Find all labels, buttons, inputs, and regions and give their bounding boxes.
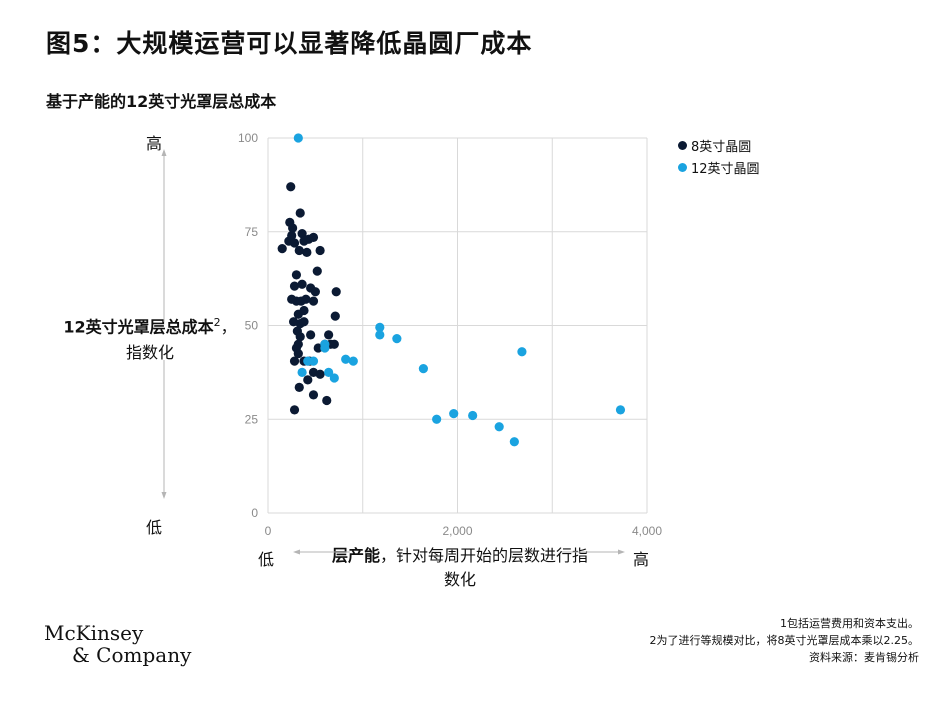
point-12inch	[468, 410, 478, 421]
point-8inch	[308, 296, 319, 306]
point-12inch	[341, 354, 351, 364]
x-axis-title-bold: 层产能	[331, 546, 380, 565]
y-axis-title-bold: 12英寸光罩层总成本	[63, 317, 214, 337]
point-8inch	[315, 245, 325, 256]
y-tick-label: 50	[245, 319, 259, 333]
point-8inch	[289, 405, 300, 415]
point-8inch	[295, 208, 305, 218]
x-axis-low-label: 低	[258, 550, 275, 569]
legend-item-8inch: 8英寸晶圆	[678, 134, 760, 156]
point-8inch	[286, 182, 296, 192]
point-12inch	[320, 343, 330, 353]
tick-labels: 0 25 50 75 100 0 2,000 4,000	[238, 131, 662, 538]
point-12inch	[375, 322, 385, 332]
legend-item-12inch: 12英寸晶圆	[678, 156, 760, 178]
point-8inch	[295, 332, 305, 342]
point-8inch	[287, 294, 297, 304]
chart-legend: 8英寸晶圆 12英寸晶圆	[678, 134, 760, 178]
point-8inch	[277, 244, 287, 254]
legend-label-12inch: 12英寸晶圆	[691, 161, 760, 177]
point-8inch	[306, 330, 316, 340]
point-8inch	[301, 294, 311, 304]
y-axis-up-arrowhead	[161, 149, 167, 156]
point-12inch	[329, 373, 339, 383]
logo-line2: & Company	[72, 643, 192, 667]
point-8inch	[324, 330, 334, 340]
point-8inch	[293, 349, 303, 359]
point-8inch	[291, 270, 302, 280]
point-12inch	[348, 356, 358, 366]
point-8inch	[302, 247, 312, 257]
x-axis-title: 层产能，针对每周开始的层数进行指数化	[330, 544, 590, 592]
source-note: 资料来源：麦肯锡分析	[809, 651, 919, 664]
point-8inch	[315, 369, 325, 379]
point-8inch	[331, 287, 341, 297]
logo-line1: McKinsey	[44, 621, 144, 645]
y-tick-label: 100	[238, 131, 258, 145]
point-8inch	[299, 317, 309, 327]
point-8inch	[308, 390, 319, 400]
y-axis-title: 12英寸光罩层总成本2，指数化	[60, 310, 240, 366]
y-axis-title-rest: ，指数化	[125, 317, 237, 363]
y-axis-down-arrowhead	[161, 492, 167, 499]
x-tick-label: 0	[265, 524, 272, 538]
point-12inch	[324, 367, 334, 377]
point-8inch	[289, 238, 300, 248]
y-tick-label: 0	[251, 506, 258, 520]
point-8inch	[288, 223, 298, 233]
point-8inch	[329, 339, 339, 349]
mckinsey-logo: McKinsey & Company	[44, 622, 191, 666]
point-8inch	[287, 230, 297, 241]
legend-label-8inch: 8英寸晶圆	[691, 139, 752, 155]
chart-subtitle: 基于产能的12英寸光罩层总成本	[46, 92, 277, 111]
y-tick-label: 25	[245, 412, 259, 426]
y-axis-high-label: 高	[146, 134, 163, 153]
footnote-2: 2为了进行等规模对比，将8英寸光罩层成本乘以2.25。	[649, 634, 920, 647]
point-12inch	[432, 414, 442, 424]
point-12inch	[494, 422, 504, 432]
point-12inch	[293, 133, 303, 143]
x-axis-left-arrowhead	[293, 549, 300, 555]
point-12inch	[392, 334, 402, 344]
legend-dot-12inch	[678, 162, 687, 172]
x-tick-label: 4,000	[632, 524, 662, 538]
x-tick-label: 2,000	[442, 524, 472, 538]
y-axis-low-label: 低	[146, 518, 163, 537]
point-8inch	[303, 375, 313, 385]
point-12inch	[449, 409, 459, 419]
x-axis-high-label: 高	[633, 550, 650, 569]
point-8inch	[310, 287, 320, 297]
footnote-1: 1包括运营费用和资本支出。	[780, 617, 919, 630]
point-8inch	[297, 279, 307, 289]
point-8inch	[322, 395, 332, 406]
page-title: 图5：大规模运营可以显著降低晶圆厂成本	[46, 29, 533, 58]
point-8inch	[308, 232, 319, 242]
point-12inch	[615, 405, 626, 415]
x-axis-right-arrowhead	[618, 549, 625, 555]
point-8inch	[299, 305, 309, 316]
legend-dot-8inch	[678, 140, 687, 150]
grid-layer	[267, 137, 648, 514]
point-12inch	[418, 364, 428, 374]
point-8inch	[289, 281, 300, 291]
footnotes: 1包括运营费用和资本支出。 2为了进行等规模对比，将8英寸光罩层成本乘以2.25…	[650, 615, 920, 666]
point-12inch	[517, 347, 527, 357]
point-8inch	[312, 266, 322, 276]
point-12inch	[375, 330, 385, 340]
point-12inch	[308, 356, 319, 366]
point-8inch	[294, 245, 304, 256]
point-8inch	[288, 317, 299, 327]
x-axis-title-rest: ，针对每周开始的层数进行指数化	[380, 546, 589, 589]
y-tick-label: 75	[245, 225, 259, 239]
point-8inch	[297, 229, 307, 239]
point-12inch	[509, 437, 519, 447]
point-8inch	[294, 382, 304, 392]
point-8inch	[289, 356, 300, 366]
axis-arrows	[161, 149, 625, 555]
point-8inch	[330, 311, 340, 321]
y-axis-title-sup: 2	[213, 316, 221, 329]
point-12inch	[297, 367, 307, 377]
data-points	[277, 133, 626, 447]
